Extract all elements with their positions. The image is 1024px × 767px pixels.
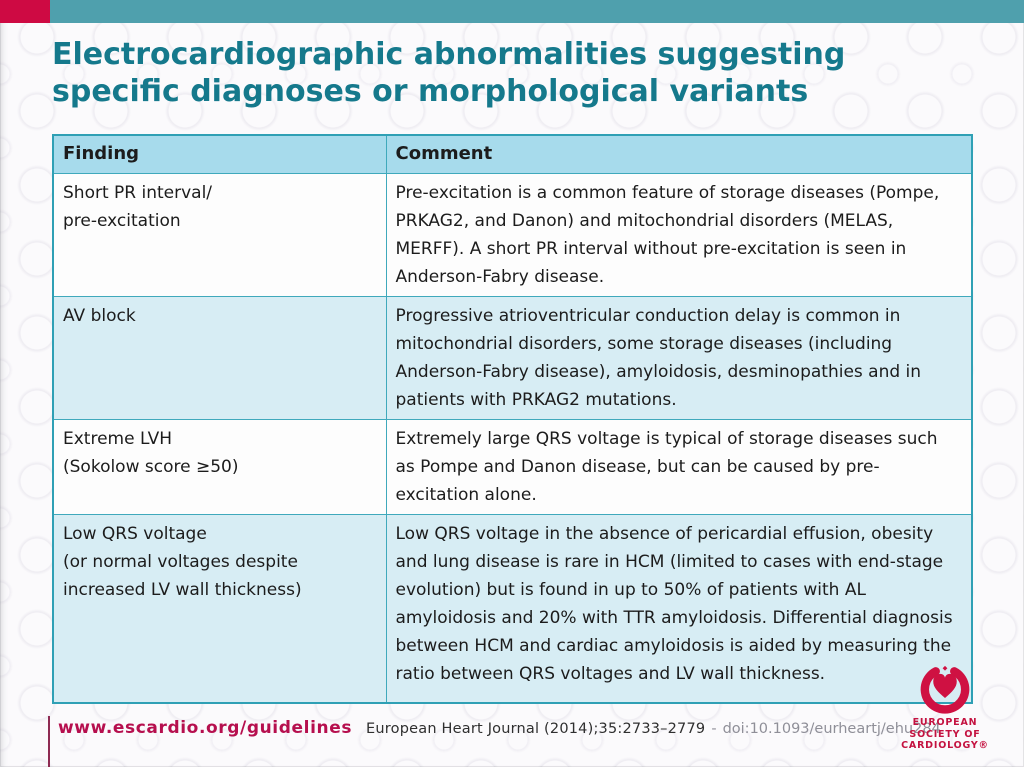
comment-cell: Low QRS voltage in the absence of perica…	[385, 513, 973, 704]
finding-cell: AV block	[52, 295, 387, 420]
table-row: AV block Progressive atrioventricular co…	[52, 295, 973, 420]
table-header-row: Finding Comment	[52, 134, 973, 174]
column-header-comment: Comment	[385, 134, 973, 174]
finding-cell: Short PR interval/ pre-excitation	[52, 172, 387, 297]
doi-text: doi:10.1093/eurheartj/ehu284	[722, 721, 941, 737]
citation-separator: -	[711, 721, 717, 737]
top-teal-bar	[0, 0, 1024, 23]
page-title-line2: specific diagnoses or morphological vari…	[52, 74, 809, 109]
esc-heart-icon	[920, 665, 970, 714]
esc-logo-wordmark: EUROPEAN SOCIETY OF CARDIOLOGY®	[901, 717, 989, 751]
table-row: Short PR interval/ pre-excitation Pre-ex…	[52, 172, 973, 297]
page-title: Electrocardiographic abnormalities sugge…	[52, 36, 1002, 110]
footer-divider	[48, 716, 50, 767]
guidelines-link[interactable]: www.escardio.org/guidelines	[58, 718, 353, 738]
finding-cell: Extreme LVH (Sokolow score ≥50)	[52, 418, 387, 515]
footer: www.escardio.org/guidelines European Hea…	[58, 718, 941, 738]
comment-cell: Progressive atrioventricular conduction …	[385, 295, 973, 420]
esc-logo: EUROPEAN SOCIETY OF CARDIOLOGY®	[901, 662, 989, 752]
top-red-accent-block	[0, 0, 50, 23]
page-title-line1: Electrocardiographic abnormalities sugge…	[52, 37, 846, 72]
table-row: Low QRS voltage (or normal voltages desp…	[52, 513, 973, 704]
comment-cell: Pre-excitation is a common feature of st…	[385, 172, 973, 297]
column-header-finding: Finding	[52, 134, 387, 174]
comment-cell: Extremely large QRS voltage is typical o…	[385, 418, 973, 515]
finding-cell: Low QRS voltage (or normal voltages desp…	[52, 513, 387, 704]
journal-citation: European Heart Journal (2014);35:2733–27…	[366, 721, 706, 737]
table-row: Extreme LVH (Sokolow score ≥50) Extremel…	[52, 418, 973, 515]
ecg-findings-table: Finding Comment Short PR interval/ pre-e…	[52, 134, 973, 704]
